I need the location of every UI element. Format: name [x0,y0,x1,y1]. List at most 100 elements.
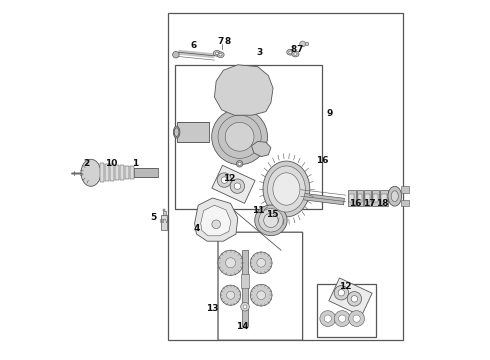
Ellipse shape [257,291,266,300]
Text: 3: 3 [256,48,263,57]
Bar [358,194,362,202]
Text: 7: 7 [296,45,303,54]
Text: 7: 7 [218,37,224,46]
Bar [175,65,322,209]
Text: 10: 10 [105,159,117,168]
Text: 6: 6 [190,40,196,49]
Bar [381,194,387,202]
Polygon shape [329,278,372,316]
Ellipse shape [391,191,398,202]
Text: 11: 11 [252,206,265,215]
Bar [372,190,379,206]
Ellipse shape [292,51,299,57]
Bar [242,274,248,288]
Bar [168,13,403,340]
Circle shape [320,311,336,327]
Bar [373,194,378,202]
Text: 15: 15 [267,210,279,219]
Ellipse shape [174,128,179,136]
Bar [347,190,356,206]
Ellipse shape [215,52,219,55]
Bar [163,211,166,215]
Polygon shape [317,284,376,337]
Ellipse shape [264,213,278,228]
Ellipse shape [294,53,297,55]
Circle shape [347,292,362,306]
Bar [176,122,209,142]
Ellipse shape [217,52,224,58]
Bar [100,163,104,182]
Ellipse shape [255,205,287,235]
Circle shape [234,183,241,189]
Text: 18: 18 [376,199,389,208]
Circle shape [338,289,344,296]
Text: 8: 8 [224,37,231,46]
Ellipse shape [236,161,243,167]
Ellipse shape [226,291,235,299]
Circle shape [172,51,179,58]
Ellipse shape [81,159,101,186]
Bar [401,200,409,206]
Circle shape [324,315,331,322]
Text: 2: 2 [83,159,89,168]
Text: 13: 13 [206,305,218,313]
Bar [162,215,167,230]
Ellipse shape [225,258,236,268]
Circle shape [212,220,220,229]
Bar [115,165,119,180]
Text: 12: 12 [339,282,351,291]
Bar [380,190,388,206]
Circle shape [339,315,346,322]
Bar [163,209,166,211]
Bar [243,250,247,326]
Ellipse shape [220,285,241,305]
Ellipse shape [219,54,222,56]
Ellipse shape [289,51,292,54]
Circle shape [230,179,245,193]
Circle shape [217,173,232,187]
Ellipse shape [213,50,220,56]
Ellipse shape [250,252,272,274]
Ellipse shape [238,162,241,165]
Polygon shape [215,65,273,115]
Ellipse shape [250,284,272,306]
Text: 14: 14 [236,323,248,331]
Circle shape [351,296,358,302]
Ellipse shape [268,166,305,212]
Bar [129,166,134,179]
Ellipse shape [225,122,254,151]
Bar [134,168,158,177]
FancyArrow shape [300,193,344,205]
Circle shape [300,41,305,47]
Polygon shape [201,205,231,236]
Bar [125,166,129,179]
Bar [110,164,114,181]
Bar [349,194,354,202]
Text: 4: 4 [193,224,199,233]
Ellipse shape [388,186,402,206]
Text: 9: 9 [326,109,333,118]
Ellipse shape [263,161,310,217]
Bar [105,164,109,181]
Text: 16: 16 [349,199,362,208]
Polygon shape [218,232,303,340]
Text: 8: 8 [291,45,297,54]
Bar [120,165,124,180]
Circle shape [305,42,309,46]
Bar [357,190,363,206]
Ellipse shape [287,49,294,55]
Bar [364,190,370,206]
Ellipse shape [212,109,268,165]
Circle shape [334,311,350,327]
Ellipse shape [173,126,180,138]
Polygon shape [195,198,238,241]
Circle shape [353,315,360,322]
Text: 17: 17 [363,199,375,208]
Ellipse shape [273,173,300,205]
Circle shape [241,302,249,311]
Circle shape [243,305,247,309]
Text: 5: 5 [150,213,156,222]
Circle shape [221,177,227,183]
Ellipse shape [257,258,266,267]
Text: 12: 12 [222,174,235,183]
